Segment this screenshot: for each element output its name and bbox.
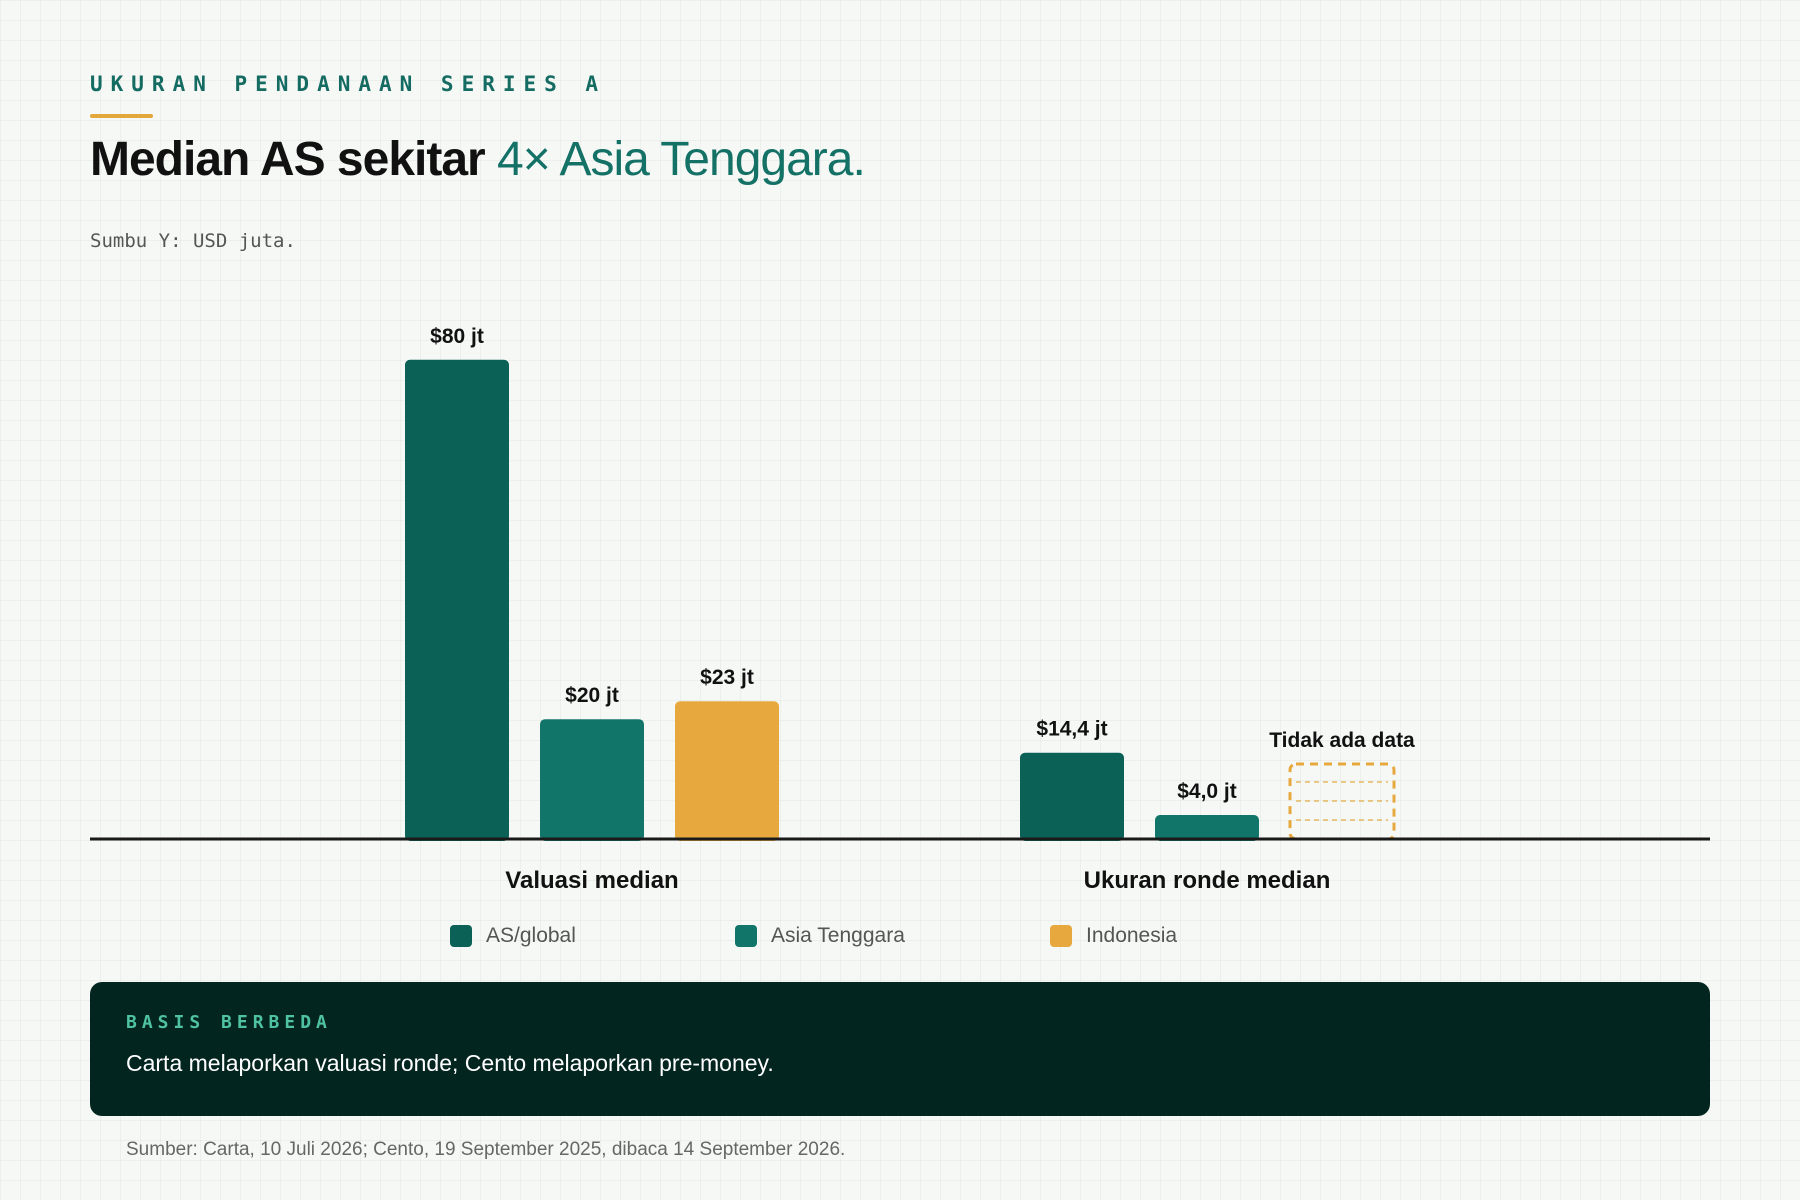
category-label: Ukuran ronde median <box>1084 867 1331 894</box>
bar-chart: $80 jt $20 jt $23 jt Valuasi median $14,4 jt… <box>90 325 1710 894</box>
legend-label: Indonesia <box>1086 924 1178 947</box>
bar-value-label: $14,4 jt <box>1036 718 1107 741</box>
bar-placeholder-indonesia <box>1288 762 1396 841</box>
y-axis-note: Sumbu Y: USD juta. <box>90 230 296 252</box>
legend-swatch <box>450 925 472 947</box>
chart-eyebrow: UKURAN PENDANAAN SERIES A <box>90 72 607 96</box>
bar-asia-tenggara-1 <box>1155 815 1259 841</box>
eyebrow-underline <box>90 114 153 118</box>
bar-value-label: $20 jt <box>565 684 619 707</box>
legend-swatch <box>735 925 757 947</box>
note-callout: BASIS BERBEDA Carta melaporkan valuasi r… <box>90 982 1710 1116</box>
legend-item: Indonesia <box>1050 924 1177 948</box>
source-note: Sumber: Carta, 10 Juli 2026; Cento, 19 S… <box>126 1139 846 1160</box>
bar-value-label: Tidak ada data <box>1269 729 1415 752</box>
headline-accent: 4× Asia Tenggara. <box>497 133 866 186</box>
chart-legend: AS/global Asia Tenggara Indonesia <box>0 924 1800 954</box>
legend-swatch <box>1050 925 1072 947</box>
bar-value-label: $80 jt <box>430 325 484 348</box>
bar-value-label: $23 jt <box>700 666 754 689</box>
legend-label: Asia Tenggara <box>771 924 905 947</box>
headline-strong: Median AS sekitar <box>90 133 486 186</box>
bar-asia-tenggara-0 <box>540 719 644 841</box>
legend-item: AS/global <box>450 924 576 948</box>
callout-text: Carta melaporkan valuasi ronde; Cento me… <box>126 1050 774 1076</box>
legend-label: AS/global <box>486 924 576 947</box>
bar-as-global-0 <box>405 359 509 841</box>
bar-value-label: $4,0 jt <box>1177 780 1237 803</box>
chart-headline: Median AS sekitar 4× Asia Tenggara. <box>90 130 866 190</box>
category-label: Valuasi median <box>505 867 678 894</box>
callout-label: BASIS BERBEDA <box>126 1012 332 1033</box>
bar-as-global-1 <box>1020 752 1124 841</box>
bar-indonesia-0 <box>675 701 779 841</box>
legend-item: Asia Tenggara <box>735 924 905 948</box>
